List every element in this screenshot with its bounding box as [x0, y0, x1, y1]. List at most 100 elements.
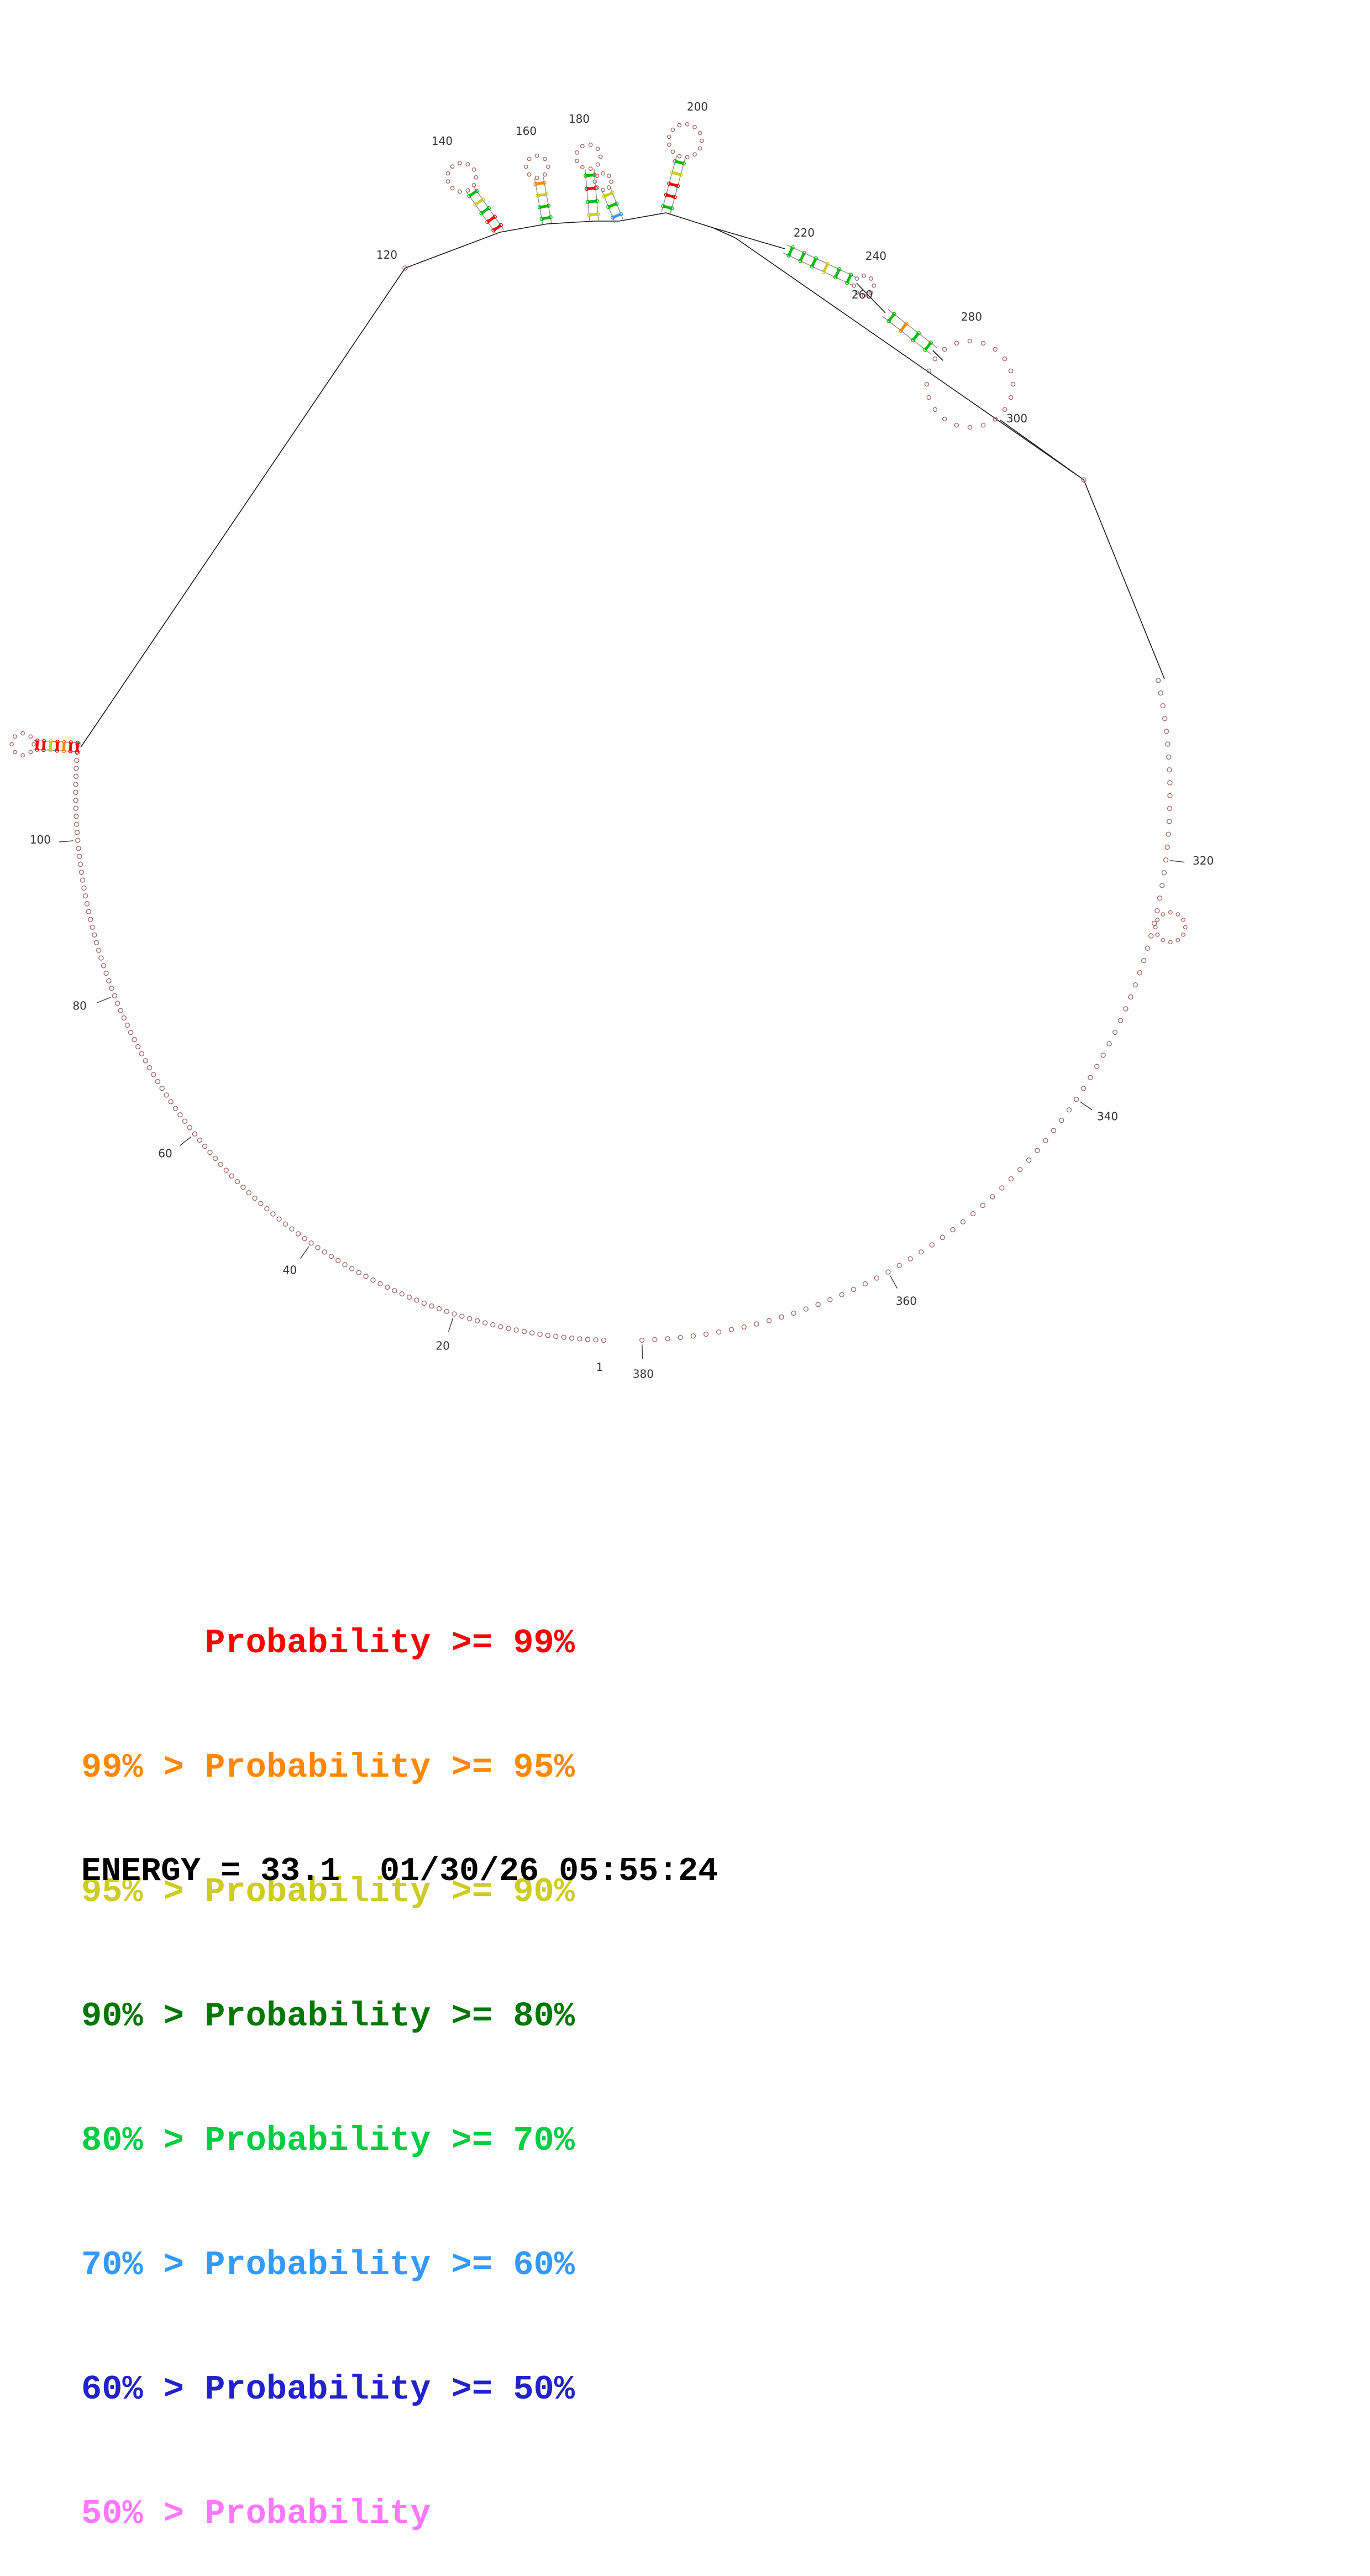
nucleotide-dot: [924, 381, 930, 387]
nucleotide-dot: [602, 194, 606, 198]
structure-label: 240: [865, 249, 886, 263]
nucleotide-dot: [543, 156, 547, 161]
nucleotide-dot: [1080, 1086, 1086, 1091]
nucleotide-dot: [106, 978, 112, 984]
nucleotide-dot: [690, 1333, 696, 1339]
nucleotide-dot: [78, 870, 85, 875]
nucleotide-dot: [697, 130, 702, 135]
nucleotide-dot: [932, 407, 938, 412]
nucleotide-dot: [471, 167, 476, 172]
nucleotide-dot: [450, 186, 455, 191]
nucleotide-dot: [212, 1155, 218, 1161]
nucleotide-dot: [886, 319, 891, 323]
nucleotide-dot: [1035, 1148, 1040, 1153]
tick-mark: [642, 1344, 643, 1359]
tick-label: 60: [158, 1147, 172, 1160]
nucleotide-dot: [421, 1300, 427, 1306]
nucleotide-dot: [673, 195, 677, 200]
nucleotide-dot: [1008, 1176, 1014, 1182]
nucleotide-dot: [1167, 805, 1173, 811]
nucleotide-dot: [1165, 741, 1170, 747]
nucleotide-dot: [482, 1320, 488, 1326]
nucleotide-dot: [490, 1322, 496, 1328]
nucleotide-dot: [967, 425, 973, 430]
nucleotide-dot: [28, 750, 33, 755]
structure-label: 180: [569, 112, 590, 125]
nucleotide-dot: [766, 1318, 772, 1323]
nucleotide-dot: [55, 748, 59, 753]
nucleotide-dot: [527, 172, 532, 177]
nucleotide-dot: [41, 739, 46, 744]
nucleotide-dot: [585, 1337, 591, 1342]
nucleotide-dot: [939, 1234, 946, 1240]
nucleotide-dot: [202, 1143, 208, 1149]
nucleotide-dot: [813, 256, 818, 261]
nucleotide-dot: [109, 986, 114, 991]
nucleotide-dot: [1132, 982, 1138, 988]
nucleotide-dot: [429, 1303, 434, 1309]
nucleotide-dot: [929, 1242, 935, 1248]
nucleotide-dot: [1073, 1096, 1079, 1102]
nucleotide-dot: [223, 1167, 229, 1173]
nucleotide-dot: [728, 1327, 734, 1333]
nucleotide-dot: [139, 1051, 145, 1057]
nucleotide-dot: [601, 187, 606, 192]
nucleotide-dot: [385, 1284, 390, 1290]
nucleotide-dot: [601, 171, 606, 176]
nucleotide-dot: [661, 203, 665, 208]
nucleotide-dot: [585, 186, 589, 191]
nucleotide-dot: [98, 955, 104, 961]
nucleotide-dot: [1008, 395, 1014, 400]
nucleotide-dot: [615, 201, 619, 206]
nucleotide-dot: [471, 182, 476, 187]
nucleotide-dot: [999, 1185, 1005, 1191]
tick-mark: [97, 997, 111, 1003]
nucleotide-dot: [537, 1331, 543, 1337]
nucleotide-dot: [308, 1240, 314, 1246]
nucleotide-dot: [523, 164, 528, 169]
nucleotide-dot: [101, 963, 107, 968]
nucleotide-dot: [904, 321, 909, 326]
nucleotide-dot: [69, 740, 73, 745]
nucleotide-dot: [452, 1311, 457, 1317]
nucleotide-dot: [62, 740, 66, 745]
nucleotide-dot: [349, 1266, 355, 1271]
stem-strand: [882, 316, 932, 355]
nucleotide-dot: [474, 175, 479, 180]
legend-row-90: 95% > Probability >= 90%: [81, 1872, 575, 1912]
nucleotide-dot: [1148, 933, 1154, 939]
tick-mark: [300, 1246, 309, 1259]
nucleotide-dot: [926, 395, 932, 400]
tick-label: 80: [72, 999, 86, 1013]
nucleotide-dot: [610, 215, 615, 220]
nucleotide-dot: [932, 356, 938, 362]
nucleotide-dot: [1161, 912, 1166, 917]
nucleotide-dot: [9, 742, 14, 747]
backbone-line: [405, 232, 501, 269]
nucleotide-dot: [75, 749, 80, 754]
nucleotide-dot: [377, 1281, 383, 1287]
nucleotide-dot: [32, 742, 36, 747]
nucleotide-dot: [450, 164, 455, 169]
nucleotide-dot: [1094, 1064, 1100, 1070]
nucleotide-dot: [1183, 925, 1188, 930]
nucleotide-dot: [539, 217, 544, 221]
nucleotide-dot: [75, 740, 80, 745]
nucleotide-dot: [1153, 925, 1158, 930]
nucleotide-dot: [854, 276, 859, 281]
nucleotide-dot: [598, 154, 603, 159]
backbone-line: [856, 282, 886, 313]
structure-label: 300: [1006, 412, 1027, 425]
nucleotide-dot: [1167, 780, 1173, 786]
nucleotide-dot: [1155, 678, 1161, 683]
nucleotide-dot: [595, 146, 600, 151]
stem-strand: [786, 244, 857, 278]
nucleotide-dot: [606, 174, 611, 178]
nucleotide-dot: [954, 341, 959, 346]
backbone-line: [712, 227, 785, 249]
nucleotide-dot: [537, 205, 542, 210]
nucleotide-dot: [606, 205, 611, 210]
nucleotide-dot: [1163, 857, 1169, 863]
nucleotide-dot: [132, 1036, 137, 1043]
rna-structure-plot: 20 40 60 80 100 320 340 360 380 120 140 160 180 200 22…: [9, 100, 1214, 1380]
